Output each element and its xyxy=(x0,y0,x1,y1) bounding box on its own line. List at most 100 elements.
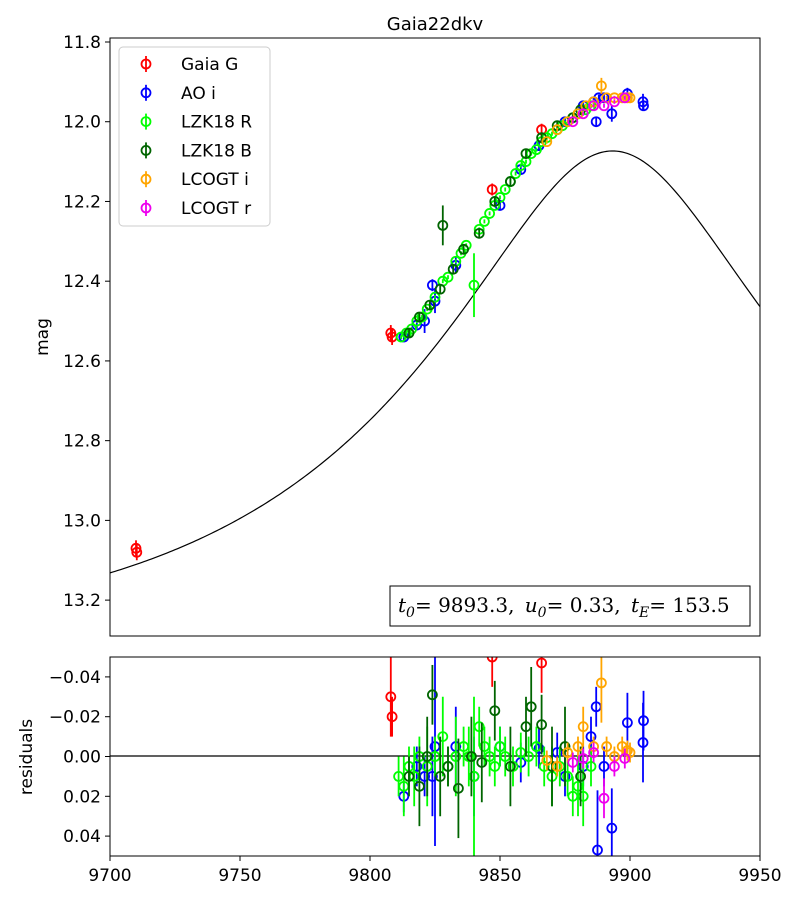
data-point xyxy=(598,761,610,772)
data-point xyxy=(575,771,586,782)
data-point xyxy=(577,721,589,733)
data-point xyxy=(411,761,423,772)
chart-title: Gaia22dkv xyxy=(387,14,484,35)
data-point xyxy=(489,705,501,717)
bottom-y-axis-label: residuals xyxy=(17,719,37,795)
data-point xyxy=(577,790,589,802)
u0-symbol: u xyxy=(525,593,538,617)
legend-marker xyxy=(140,202,152,214)
top-data-points xyxy=(130,77,649,561)
legend-entry-lzk18-r: LZK18 R xyxy=(140,113,252,133)
parameter-annotation: t0= 9893.3, u0= 0.33, tE= 153.5 xyxy=(389,585,751,627)
data-point xyxy=(468,771,480,782)
data-point xyxy=(523,751,534,762)
u0-subscript: 0 xyxy=(538,605,547,621)
data-point xyxy=(585,761,597,772)
data-point xyxy=(520,148,532,160)
model-curve xyxy=(110,150,760,574)
legend-marker xyxy=(140,87,152,99)
legend-label: LCOGT r xyxy=(181,199,251,219)
data-point xyxy=(426,689,438,701)
data-point xyxy=(424,299,436,311)
data-point xyxy=(473,227,485,239)
data-point xyxy=(421,751,433,762)
t0-subscript: 0 xyxy=(406,605,415,621)
y-tick-label: 0.02 xyxy=(63,787,101,807)
data-point xyxy=(468,279,480,291)
y-tick-label: −0.04 xyxy=(49,668,101,688)
legend-label: LZK18 B xyxy=(181,141,252,161)
data-point xyxy=(541,136,553,148)
y-tick-label: 0.00 xyxy=(63,748,101,768)
top-y-axis-label: mag xyxy=(33,318,53,356)
y-tick-label: 11.8 xyxy=(63,33,101,53)
data-point xyxy=(486,657,498,663)
x-tick-label: 9750 xyxy=(218,866,261,886)
legend-label: AO i xyxy=(181,84,216,104)
data-point xyxy=(588,747,599,758)
te-subscript: E xyxy=(638,605,649,621)
legend-label: LCOGT i xyxy=(181,170,249,190)
data-point xyxy=(499,184,511,195)
bottom-x-ticks: 9700 9750 9800 9850 9900 9950 xyxy=(88,856,782,886)
data-point xyxy=(429,291,441,303)
data-point xyxy=(619,753,631,764)
x-tick-label: 9800 xyxy=(348,866,391,886)
data-point xyxy=(531,144,542,156)
data-point xyxy=(465,751,477,762)
legend-entry-ao-i: AO i xyxy=(140,84,216,104)
data-point xyxy=(598,792,610,804)
data-point xyxy=(638,100,649,112)
legend-marker xyxy=(140,58,152,70)
legend-label: Gaia G xyxy=(181,55,238,75)
data-point xyxy=(504,176,516,187)
data-point xyxy=(609,96,620,108)
data-point xyxy=(536,719,547,731)
y-tick-label: 12.2 xyxy=(63,192,101,212)
te-symbol: t xyxy=(631,593,640,617)
y-tick-label: −0.02 xyxy=(49,708,101,728)
data-point xyxy=(437,219,449,231)
data-point xyxy=(504,761,516,772)
legend-marker xyxy=(140,144,152,156)
legend-box xyxy=(118,46,271,227)
top-y-ticks: 11.8 12.0 12.2 12.4 12.6 12.8 13.0 13.2 xyxy=(63,33,110,611)
residual-data-points xyxy=(385,657,649,856)
annotation-text: t0= 9893.3, u0= 0.33, tE= 153.5 xyxy=(398,593,730,621)
data-point xyxy=(442,761,454,772)
y-tick-label: 12.6 xyxy=(63,352,101,372)
top-axes-frame xyxy=(109,37,761,637)
data-point xyxy=(437,731,449,742)
x-tick-label: 9700 xyxy=(88,866,131,886)
data-point xyxy=(403,327,415,339)
series-lcogt-r xyxy=(567,92,631,128)
data-point xyxy=(577,753,589,764)
data-point xyxy=(476,757,488,768)
legend-marker xyxy=(140,116,152,127)
x-tick-label: 9900 xyxy=(608,866,651,886)
data-point xyxy=(403,771,415,782)
series-lzk18-r xyxy=(393,696,597,856)
data-point xyxy=(525,701,537,713)
data-point xyxy=(442,271,454,283)
data-point xyxy=(541,755,553,766)
y-tick-label: 12.0 xyxy=(63,113,101,133)
data-point xyxy=(606,108,618,120)
data-point xyxy=(596,677,607,689)
data-point xyxy=(484,208,496,219)
legend-marker xyxy=(140,173,152,185)
data-point xyxy=(567,116,579,128)
data-point xyxy=(510,168,521,179)
series-lzk18-b xyxy=(403,664,586,839)
data-point xyxy=(434,771,446,782)
x-tick-label: 9850 xyxy=(478,866,521,886)
t0-value: = 9893.3, xyxy=(415,593,514,617)
legend-label: LZK18 R xyxy=(181,113,252,133)
bottom-y-ticks: −0.04 −0.02 0.00 0.02 0.04 xyxy=(49,668,110,847)
legend-entry-lcogt-r: LCOGT r xyxy=(140,199,251,219)
y-tick-label: 12.8 xyxy=(63,432,101,452)
u0-value: = 0.33, xyxy=(547,593,621,617)
data-point xyxy=(551,124,563,136)
data-point xyxy=(638,715,649,727)
legend-entry-gaia-g: Gaia G xyxy=(140,55,238,75)
